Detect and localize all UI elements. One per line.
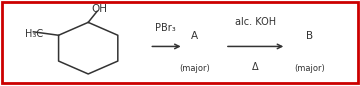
Text: OH: OH [91, 4, 107, 14]
Text: B: B [306, 31, 313, 41]
Text: alc. KOH: alc. KOH [235, 17, 276, 27]
Text: (major): (major) [179, 64, 210, 73]
Text: Δ: Δ [252, 62, 259, 72]
Text: (major): (major) [294, 64, 325, 73]
Text: H₃C: H₃C [25, 29, 43, 39]
Text: PBr₃: PBr₃ [154, 23, 175, 33]
Text: A: A [191, 31, 198, 41]
